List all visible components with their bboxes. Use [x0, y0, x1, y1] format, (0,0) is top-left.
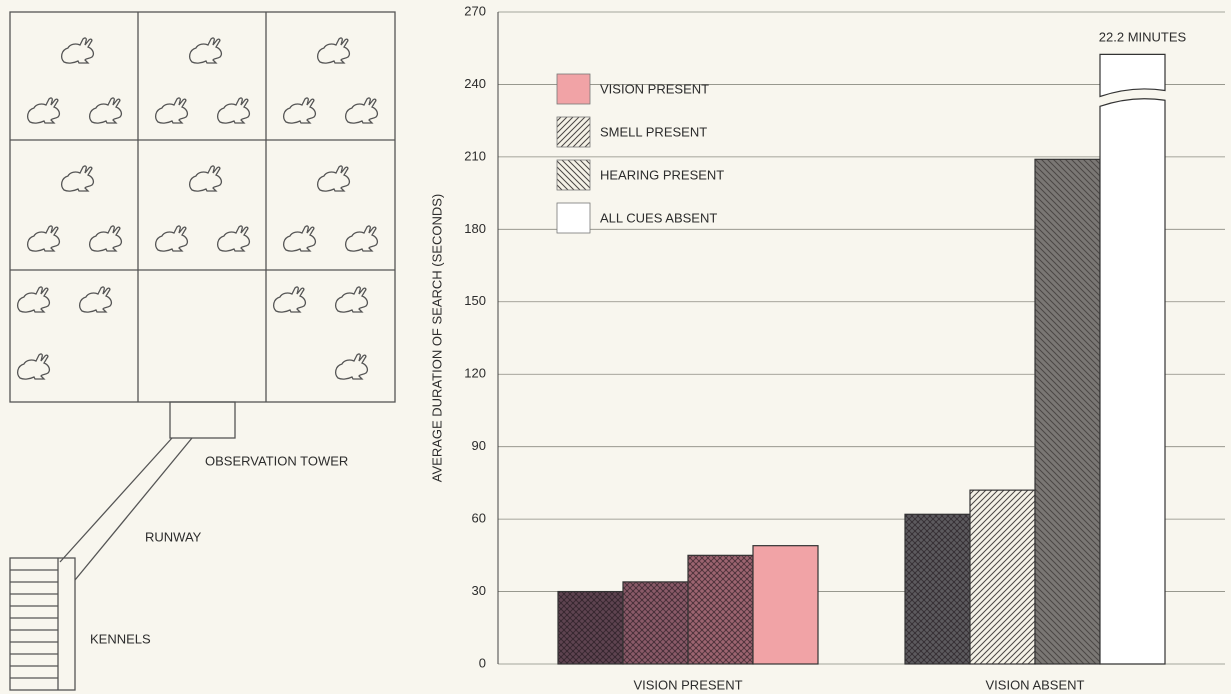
value-label: 22.2 MINUTES: [1099, 29, 1187, 44]
rabbit-icon: [283, 225, 317, 252]
rabbit-icon: [61, 37, 95, 64]
legend-swatch: [556, 159, 591, 191]
runway: [59, 437, 173, 563]
field: [9, 11, 396, 403]
y-tick-label: 30: [472, 583, 486, 598]
kennels: [9, 557, 76, 691]
rabbit-icon: [27, 225, 61, 252]
x-tick-label: VISION PRESENT: [633, 677, 742, 692]
x-tick-label: VISION ABSENT: [986, 677, 1085, 692]
y-tick-label: 90: [472, 438, 486, 453]
rabbit-icon: [189, 165, 223, 192]
chart: AVERAGE DURATION OF SEARCH (SECONDS) 0 30…: [429, 3, 1225, 692]
field-diagram: OBSERVATION TOWER RUNWAY KENNELS: [9, 11, 396, 691]
kennel-stalls: [10, 569, 58, 679]
y-axis-label: AVERAGE DURATION OF SEARCH (SECONDS): [429, 194, 444, 482]
rabbit-icon: [345, 97, 379, 124]
legend-swatch: [556, 116, 591, 148]
observation-tower: [169, 401, 236, 439]
rabbit-icon: [317, 165, 351, 192]
rabbit-icon: [27, 97, 61, 124]
legend-label: HEARING PRESENT: [600, 167, 724, 182]
runway: [74, 437, 193, 581]
legend-label: SMELL PRESENT: [600, 124, 707, 139]
legend-label: VISION PRESENT: [600, 81, 709, 96]
rabbit-icon: [335, 353, 369, 380]
diagram-label: RUNWAY: [145, 529, 202, 544]
legend-swatch: [556, 73, 591, 105]
rabbits: [17, 37, 379, 380]
rabbit-icon: [335, 286, 369, 313]
rabbit-icon: [155, 97, 189, 124]
rabbit-icon: [189, 37, 223, 64]
rabbit-icon: [283, 97, 317, 124]
diagram-label: OBSERVATION TOWER: [205, 453, 348, 468]
rabbit-icon: [217, 97, 251, 124]
rabbit-icon: [273, 286, 307, 313]
rabbit-icon: [155, 225, 189, 252]
y-tick-label: 120: [464, 366, 486, 381]
bar: [1034, 158, 1101, 665]
y-tick-label: 0: [479, 655, 486, 670]
y-tick-label: 210: [464, 148, 486, 163]
bar: [904, 513, 971, 665]
y-tick-label: 60: [472, 511, 486, 526]
rabbit-icon: [17, 286, 51, 313]
bar: [752, 545, 819, 665]
rabbit-icon: [317, 37, 351, 64]
bar: [1099, 98, 1166, 665]
bar: [969, 489, 1036, 665]
bar: [687, 554, 754, 665]
legend-label: ALL CUES ABSENT: [600, 210, 717, 225]
rabbit-icon: [61, 165, 95, 192]
legend-swatch: [556, 202, 591, 234]
rabbit-icon: [217, 225, 251, 252]
bar: [622, 581, 689, 665]
y-tick-label: 150: [464, 293, 486, 308]
rabbit-icon: [79, 286, 113, 313]
y-tick-label: 240: [464, 76, 486, 91]
rabbit-icon: [89, 225, 123, 252]
bar: [557, 590, 624, 665]
rabbit-icon: [17, 353, 51, 380]
rabbit-icon: [345, 225, 379, 252]
diagram-label: KENNELS: [90, 631, 151, 646]
y-tick-label: 180: [464, 221, 486, 236]
rabbit-icon: [89, 97, 123, 124]
bar-break-cap: [1099, 53, 1166, 98]
y-tick-label: 270: [464, 3, 486, 18]
